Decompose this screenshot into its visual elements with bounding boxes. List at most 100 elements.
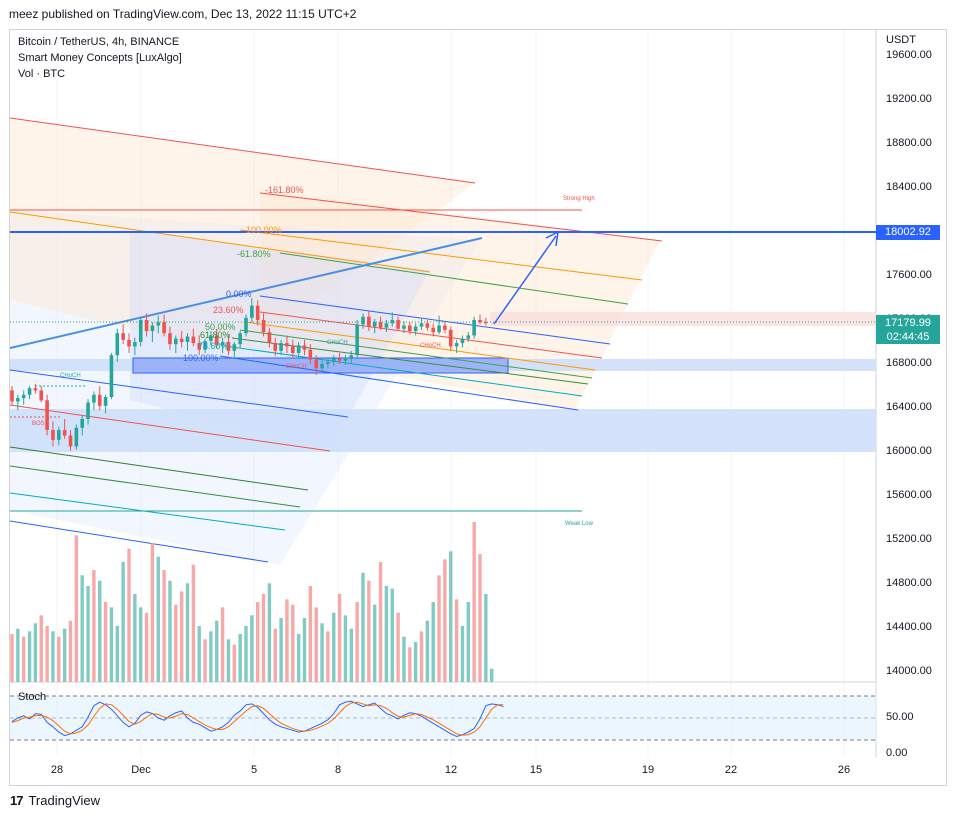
weak-low-label: Weak Low — [565, 521, 594, 527]
candle-body — [86, 402, 90, 419]
volume-bar — [51, 631, 55, 682]
volume-bar — [179, 591, 184, 682]
candle-body — [425, 323, 430, 328]
candle-body — [408, 325, 412, 331]
chart-legend: Bitcoin / TetherUS, 4h, BINANCE Smart Mo… — [18, 34, 182, 82]
candle-body — [174, 338, 178, 345]
stoch-pane — [10, 695, 876, 741]
volume-bar — [332, 612, 336, 682]
candle-body — [372, 322, 377, 327]
candle-body — [168, 333, 172, 345]
time-tick: Dec — [131, 764, 151, 776]
volume-bar — [127, 548, 131, 682]
tradingview-logo-icon[interactable]: 17 — [10, 793, 24, 808]
channel-line — [10, 446, 309, 491]
candle-body — [39, 390, 44, 401]
volume-bar — [355, 602, 359, 682]
volume-bar — [68, 620, 73, 682]
fib-label: 0.00% — [226, 289, 252, 299]
stoch-d-line — [11, 701, 504, 736]
price-tick: 16400.00 — [886, 401, 932, 413]
candle-body — [226, 342, 231, 351]
volume-bar — [460, 626, 465, 682]
candle-body — [45, 400, 49, 430]
volume-title[interactable]: Vol · BTC — [18, 68, 66, 80]
volume-bar — [244, 626, 248, 682]
fib-label: 50.00% — [205, 322, 236, 332]
volume-bar — [144, 612, 149, 682]
candle-body — [214, 335, 219, 346]
volume-bar — [86, 586, 90, 682]
price-tick: 18800.00 — [886, 137, 932, 149]
candle-body — [209, 335, 213, 341]
footer-brand[interactable]: TradingView — [28, 793, 101, 808]
order-block-lower — [10, 409, 876, 452]
volume-bar — [326, 631, 330, 682]
stoch-title[interactable]: Stoch — [18, 691, 47, 703]
volume-bar — [197, 626, 201, 682]
candle-body — [413, 326, 418, 331]
price-tick: 15600.00 — [886, 489, 932, 501]
volume-bar — [215, 620, 219, 682]
price-tick: 16800.00 — [886, 357, 932, 369]
candle-body — [448, 329, 453, 347]
volume-bar — [256, 602, 260, 682]
volume-bars — [10, 522, 494, 682]
volume-bar — [150, 543, 155, 682]
fib-label: -100.00% — [243, 225, 282, 235]
indicator-title[interactable]: Smart Money Concepts [LuxAlgo] — [18, 52, 182, 64]
candle-body — [220, 342, 225, 346]
candle-body — [320, 364, 324, 369]
candle-body — [285, 343, 289, 347]
symbol-title[interactable]: Bitcoin / TetherUS, 4h, BINANCE — [18, 36, 180, 48]
fib-label: 100.00% — [183, 353, 219, 363]
channel-line — [259, 295, 611, 345]
candle-body — [326, 361, 330, 364]
volume-bar — [419, 631, 424, 682]
candle-body — [121, 333, 125, 340]
stoch-tick-50: 50.00 — [886, 711, 914, 723]
publish-info: meez published on TradingView.com, Dec 1… — [9, 7, 357, 21]
volume-bar — [320, 623, 324, 682]
price-tick: 16000.00 — [886, 445, 932, 457]
last-price: 17179.99 — [885, 317, 931, 329]
last-price-tag: 17179.99 02:44:45 — [876, 315, 940, 344]
strong-high-label: Strong High — [563, 196, 595, 202]
volume-bar — [302, 618, 307, 682]
trend-line — [10, 237, 483, 349]
candle-body — [267, 332, 272, 344]
volume-bar — [209, 631, 213, 682]
candle-body — [454, 343, 459, 347]
volume-bar — [337, 594, 342, 682]
volume-bar — [413, 642, 418, 682]
time-tick: 19 — [641, 764, 655, 776]
volume-bar — [220, 607, 225, 682]
candle-body — [367, 316, 371, 327]
candle-body — [103, 397, 108, 406]
candle-body — [431, 327, 435, 333]
fib-label: 23.60% — [213, 305, 244, 315]
candle-body — [250, 305, 254, 318]
candle-body — [92, 394, 96, 403]
volume-bar — [156, 556, 160, 682]
stoch-k-line — [11, 700, 504, 738]
price-tick: 19600.00 — [886, 49, 932, 61]
channel-fill — [10, 210, 480, 565]
volume-bar — [250, 615, 254, 682]
volume-bar — [425, 620, 430, 682]
channel-line — [10, 520, 269, 563]
currency-label[interactable]: USDT — [886, 34, 916, 46]
time-tick: 26 — [837, 764, 851, 776]
volume-bar — [466, 602, 470, 682]
time-tick: 12 — [444, 764, 458, 776]
volume-bar — [285, 599, 289, 682]
volume-bar — [402, 636, 406, 682]
fib-label: -161.80% — [265, 185, 304, 195]
channel-line — [219, 355, 579, 411]
volume-bar — [22, 636, 26, 682]
channel-line — [239, 329, 593, 379]
price-tick: 17600.00 — [886, 269, 932, 281]
candle-body — [150, 325, 155, 331]
volume-bar — [121, 562, 125, 682]
